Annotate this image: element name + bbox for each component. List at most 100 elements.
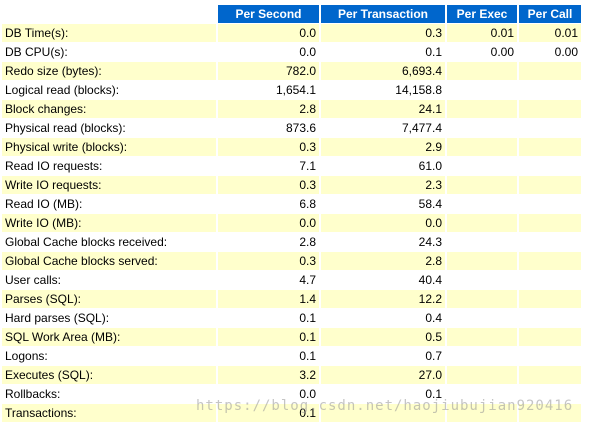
- per-call-value: [519, 252, 581, 270]
- column-header-per-call: Per Call: [519, 5, 581, 23]
- per-exec-value: [447, 176, 517, 194]
- per-exec-value: [447, 119, 517, 137]
- table-body: DB Time(s): 0.0 0.3 0.01 0.01 DB CPU(s): 0.0 0.…: [2, 24, 581, 422]
- per-exec-value: [447, 233, 517, 251]
- per-exec-value: [447, 290, 517, 308]
- per-second-value: 0.3: [218, 176, 319, 194]
- row-label: Executes (SQL):: [2, 366, 216, 384]
- row-label: Rollbacks:: [5, 387, 61, 401]
- row-label: Physical read (blocks):: [5, 121, 126, 135]
- per-call-value: [519, 100, 581, 118]
- per-call-value: [519, 195, 581, 213]
- per-transaction-value: 0.3: [321, 24, 445, 42]
- per-exec-value: [447, 347, 517, 365]
- per-call-value: [519, 366, 581, 384]
- per-call-value: [519, 81, 581, 99]
- per-second-value: 4.7: [299, 273, 316, 287]
- per-second-value: 0.0: [299, 45, 316, 59]
- per-transaction-value: 40.4: [418, 273, 442, 287]
- per-transaction-value: 27.0: [321, 366, 445, 384]
- row-label: Parses (SQL):: [2, 290, 216, 308]
- table-row: Read IO requests: 7.1 61.0: [2, 157, 581, 175]
- per-second-value: 0.0: [218, 24, 319, 42]
- table-row: Global Cache blocks received: 2.8 24.3: [2, 233, 581, 251]
- per-transaction-value: 0.0: [321, 214, 445, 232]
- per-transaction-value: 2.9: [321, 138, 445, 156]
- per-second-value: 1,654.1: [275, 83, 316, 97]
- per-call-value: [519, 138, 581, 156]
- per-exec-value: [447, 214, 517, 232]
- per-exec-value: [447, 328, 517, 346]
- table-row: User calls: 4.7 40.4: [2, 271, 581, 289]
- per-second-value: 0.1: [299, 311, 316, 325]
- table-row: Parses (SQL): 1.4 12.2: [2, 290, 581, 308]
- table-row: Write IO requests: 0.3 2.3: [2, 176, 581, 194]
- table-row: SQL Work Area (MB): 0.1 0.5: [2, 328, 581, 346]
- header-blank-cell: [2, 5, 216, 23]
- per-call-value: 0.01: [519, 24, 581, 42]
- column-header-per-second: Per Second: [218, 5, 319, 23]
- per-second-value: 3.2: [218, 366, 319, 384]
- column-header-per-transaction: Per Transaction: [321, 5, 445, 23]
- per-transaction-value: 0.4: [425, 311, 442, 325]
- row-label: Logons:: [5, 349, 48, 363]
- per-second-value: 782.0: [218, 62, 319, 80]
- table-row: Write IO (MB): 0.0 0.0: [2, 214, 581, 232]
- per-call-value: [519, 176, 581, 194]
- row-label: DB Time(s):: [2, 24, 216, 42]
- per-transaction-value: 6,693.4: [321, 62, 445, 80]
- per-call-value: [519, 62, 581, 80]
- per-exec-value: [447, 81, 517, 99]
- per-exec-value: [447, 62, 517, 80]
- per-transaction-value: 0.1: [425, 387, 442, 401]
- per-transaction-value: 61.0: [418, 159, 442, 173]
- per-transaction-value: 12.2: [321, 290, 445, 308]
- table-row: Rollbacks: 0.0 0.1: [2, 385, 581, 403]
- per-transaction-value: 24.1: [321, 100, 445, 118]
- per-call-value: [519, 385, 581, 403]
- per-transaction-value: 58.4: [418, 197, 442, 211]
- table-row: Redo size (bytes): 782.0 6,693.4: [2, 62, 581, 80]
- table-row: Executes (SQL): 3.2 27.0: [2, 366, 581, 384]
- per-call-value: [519, 119, 581, 137]
- row-label: Physical write (blocks):: [2, 138, 216, 156]
- table-row: Physical write (blocks): 0.3 2.9: [2, 138, 581, 156]
- per-second-value: 1.4: [218, 290, 319, 308]
- per-transaction-value: 0.5: [321, 328, 445, 346]
- per-call-value: [519, 214, 581, 232]
- per-call-value: [519, 157, 581, 175]
- per-call-value: 0.00: [554, 45, 578, 59]
- per-call-value: [519, 309, 581, 327]
- row-label: DB CPU(s):: [5, 45, 68, 59]
- per-transaction-value: 0.7: [425, 349, 442, 363]
- per-second-value: 2.8: [299, 235, 316, 249]
- row-label: Read IO (MB):: [5, 197, 83, 211]
- per-second-value: 873.6: [285, 121, 316, 135]
- per-exec-value: [447, 100, 517, 118]
- per-transaction-value: 0.1: [425, 45, 442, 59]
- table-row: Global Cache blocks served: 0.3 2.8: [2, 252, 581, 270]
- table-row: DB CPU(s): 0.0 0.1 0.00 0.00: [2, 43, 581, 61]
- row-label: Transactions:: [2, 404, 216, 422]
- per-second-value: 2.8: [218, 100, 319, 118]
- per-call-value: [519, 271, 581, 289]
- per-second-value: 6.8: [299, 197, 316, 211]
- per-call-value: [519, 404, 581, 422]
- per-second-value: 7.1: [299, 159, 316, 173]
- load-profile-table: Per Second Per Transaction Per Exec Per …: [0, 4, 583, 423]
- row-label: Write IO requests:: [2, 176, 216, 194]
- header-row: Per Second Per Transaction Per Exec Per …: [2, 5, 581, 23]
- per-call-value: [519, 328, 581, 346]
- per-call-value: [519, 347, 581, 365]
- per-exec-value: [447, 252, 517, 270]
- row-label: Redo size (bytes):: [2, 62, 216, 80]
- row-label: Hard parses (SQL):: [5, 311, 110, 325]
- table-row: Logical read (blocks): 1,654.1 14,158.8: [2, 81, 581, 99]
- table-row: Block changes: 2.8 24.1: [2, 100, 581, 118]
- row-label: Read IO requests:: [5, 159, 103, 173]
- per-transaction-value: 24.3: [418, 235, 442, 249]
- per-exec-value: [447, 385, 517, 403]
- per-second-value: 0.1: [299, 349, 316, 363]
- per-second-value: 0.3: [218, 138, 319, 156]
- table-row: Hard parses (SQL): 0.1 0.4: [2, 309, 581, 327]
